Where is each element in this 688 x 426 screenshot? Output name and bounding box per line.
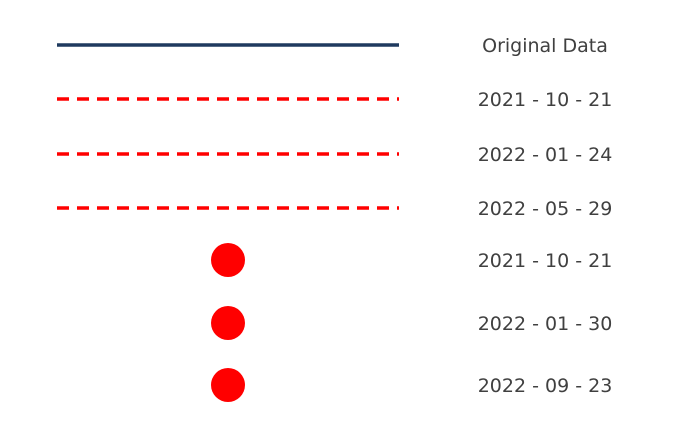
legend-entry: 2022 - 05 - 29 <box>57 198 612 220</box>
legend-entry: 2022 - 01 - 30 <box>211 306 612 340</box>
legend-label: 2022 - 09 - 23 <box>478 375 613 397</box>
legend-swatch-circle-marker <box>211 243 245 277</box>
legend-label: 2021 - 10 - 21 <box>478 250 613 272</box>
legend-label: Original Data <box>482 35 608 57</box>
legend-label: 2022 - 01 - 30 <box>478 313 613 335</box>
legend-label: 2022 - 05 - 29 <box>478 198 613 220</box>
legend-entry: 2022 - 01 - 24 <box>57 144 612 166</box>
legend-swatch-circle-marker <box>211 306 245 340</box>
legend-entry: 2021 - 10 - 21 <box>57 89 612 111</box>
legend-entry: Original Data <box>57 35 608 57</box>
legend-label: 2022 - 01 - 24 <box>478 144 613 166</box>
legend-entry: 2022 - 09 - 23 <box>211 368 612 402</box>
legend-swatch-circle-marker <box>211 368 245 402</box>
legend-label: 2021 - 10 - 21 <box>478 89 613 111</box>
legend-entry: 2021 - 10 - 21 <box>211 243 612 277</box>
